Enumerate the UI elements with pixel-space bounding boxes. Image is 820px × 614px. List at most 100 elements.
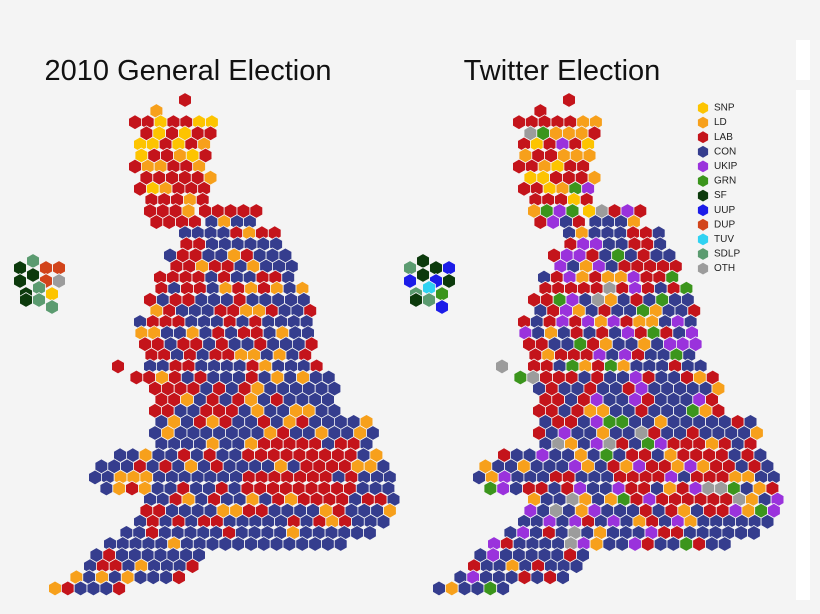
constituency-hex: [602, 536, 617, 552]
constituency-hex: [295, 536, 310, 552]
constituency-hex: [432, 580, 446, 597]
constituency-hex: [517, 569, 532, 586]
constituency-hex: [218, 536, 233, 552]
legend: SNP LD LAB CON UKIP GRN SF UUP DUP TUV SDLP OTH: [697, 102, 740, 275]
constituency-hex: [569, 558, 584, 575]
constituency-hex: [282, 536, 297, 552]
legend-swatch: [697, 218, 709, 231]
constituency-hex: [13, 273, 27, 289]
constituency-hex: [705, 536, 719, 552]
legend-label: DUP: [714, 219, 735, 230]
constituency-hex: [172, 569, 186, 586]
legend-label: OTH: [714, 263, 735, 274]
constituency-hex: [530, 569, 545, 586]
constituency-hex: [512, 158, 526, 175]
constituency-hex: [483, 580, 498, 597]
constituency-hex: [146, 569, 161, 586]
constituency-hex: [442, 273, 456, 289]
legend-swatch: [697, 116, 709, 129]
constituency-hex: [269, 536, 284, 552]
constituency-hex: [178, 92, 192, 108]
constituency-hex: [128, 158, 142, 175]
constituency-hex: [32, 292, 46, 308]
constituency-hex: [231, 536, 246, 552]
constituency-hex: [308, 536, 322, 552]
constituency-hex: [52, 273, 66, 289]
constituency-hex: [641, 536, 655, 552]
constituency-hex: [185, 558, 200, 575]
constituency-hex: [129, 369, 144, 386]
constituency-hex: [496, 480, 511, 497]
constituency-hex: [666, 536, 681, 552]
legend-label: TUV: [714, 234, 734, 245]
constituency-hex: [628, 536, 642, 552]
constituency-hex: [760, 513, 775, 530]
constituency-hex: [747, 525, 761, 541]
constituency-hex: [562, 92, 576, 108]
map-title: Twitter Election: [464, 55, 661, 87]
constituency-hex: [533, 214, 548, 230]
constituency-hex: [321, 536, 335, 552]
legend-label: LAB: [714, 132, 733, 143]
constituency-hex: [403, 273, 417, 289]
constituency-hex: [543, 569, 557, 586]
constituency-hex: [86, 580, 101, 597]
constituency-hex: [363, 525, 377, 541]
constituency-hex: [26, 267, 40, 283]
constituency-hex: [205, 536, 220, 552]
constituency-hex: [159, 569, 173, 586]
constituency-hex: [48, 580, 62, 597]
constituency-hex: [556, 569, 570, 586]
constituency-hex: [692, 536, 706, 552]
constituency-hex: [26, 253, 40, 269]
constituency-hex: [111, 358, 125, 375]
legend-swatch: [697, 204, 709, 217]
legend-swatch: [697, 262, 709, 275]
constituency-hex: [45, 299, 59, 315]
constituency-hex: [133, 569, 148, 586]
legend-label: CON: [714, 146, 736, 157]
constituency-hex: [416, 267, 430, 283]
constituency-hex: [717, 536, 732, 552]
constituency-hex: [133, 180, 147, 197]
constituency-hex: [19, 292, 33, 308]
legend-swatch: [697, 131, 709, 144]
constituency-hex: [470, 580, 485, 597]
legend-label: SNP: [714, 103, 735, 114]
constituency-hex: [125, 480, 139, 497]
constituency-hex: [589, 536, 604, 552]
constituency-hex: [376, 513, 391, 530]
constituency-hex: [409, 292, 423, 308]
constituency-hex: [495, 358, 509, 375]
constituency-hex: [256, 536, 271, 552]
constituency-hex: [546, 214, 560, 230]
constituency-hex: [444, 580, 459, 597]
constituency-hex: [504, 569, 519, 586]
edge-bar: [796, 40, 810, 80]
constituency-hex: [416, 253, 430, 269]
hex-map: [13, 92, 401, 597]
constituency-hex: [61, 580, 75, 597]
constituency-hex: [422, 292, 436, 308]
constituency-hex: [73, 580, 88, 597]
legend-swatch: [697, 102, 709, 114]
constituency-hex: [88, 469, 102, 486]
constituency-hex: [615, 536, 629, 552]
constituency-hex: [120, 569, 135, 586]
legend-label: SF: [714, 190, 727, 201]
constituency-hex: [734, 525, 748, 541]
legend-swatch: [697, 189, 709, 202]
constituency-hex: [679, 536, 694, 552]
constituency-hex: [162, 214, 177, 230]
constituency-hex: [517, 180, 531, 197]
legend-label: GRN: [714, 176, 736, 187]
edge-bar: [796, 90, 810, 600]
constituency-hex: [333, 536, 348, 552]
constituency-hex: [496, 580, 510, 597]
legend-swatch: [697, 233, 709, 246]
constituency-hex: [472, 469, 486, 486]
constituency-hex: [509, 480, 523, 497]
constituency-hex: [513, 369, 528, 386]
constituency-hex: [149, 214, 164, 230]
